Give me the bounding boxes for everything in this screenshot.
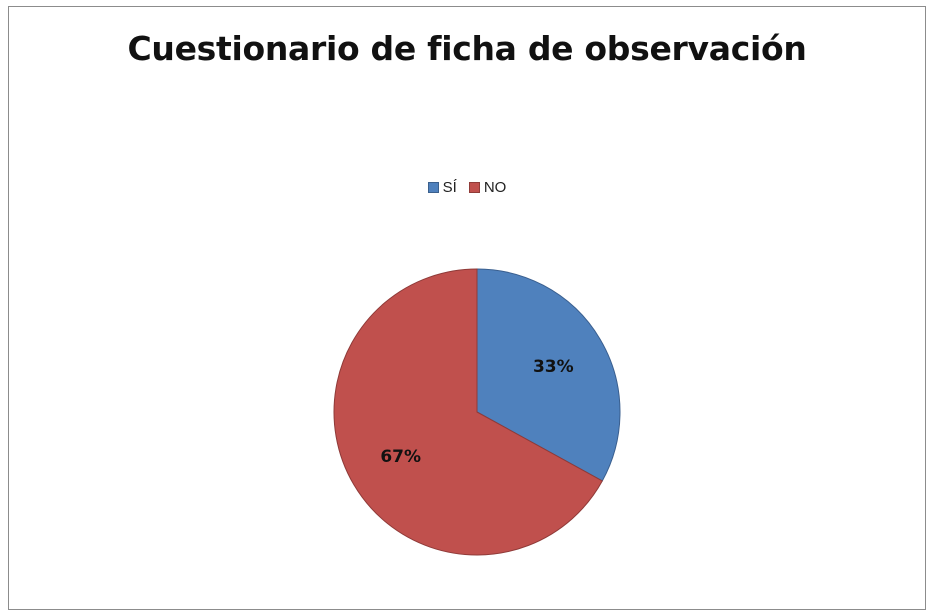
legend-swatch-no — [468, 182, 480, 193]
legend-swatch-si — [427, 182, 439, 193]
legend-label-si: SÍ — [442, 179, 457, 196]
pie-slice-no — [333, 268, 603, 556]
pie-slice-si — [476, 268, 621, 482]
chart-title: Cuestionario de ficha de observación — [127, 29, 807, 68]
legend-item-si: SÍ — [427, 179, 457, 196]
data-label-si: 33% — [533, 357, 574, 377]
pie-chart: 33% 67% — [333, 268, 621, 556]
legend-item-no: NO — [468, 179, 507, 196]
chart-area: Cuestionario de ficha de observación SÍ … — [8, 6, 926, 610]
legend-label-no: NO — [483, 179, 507, 196]
chart-legend: SÍ NO — [9, 179, 925, 196]
data-label-no: 67% — [380, 447, 421, 467]
